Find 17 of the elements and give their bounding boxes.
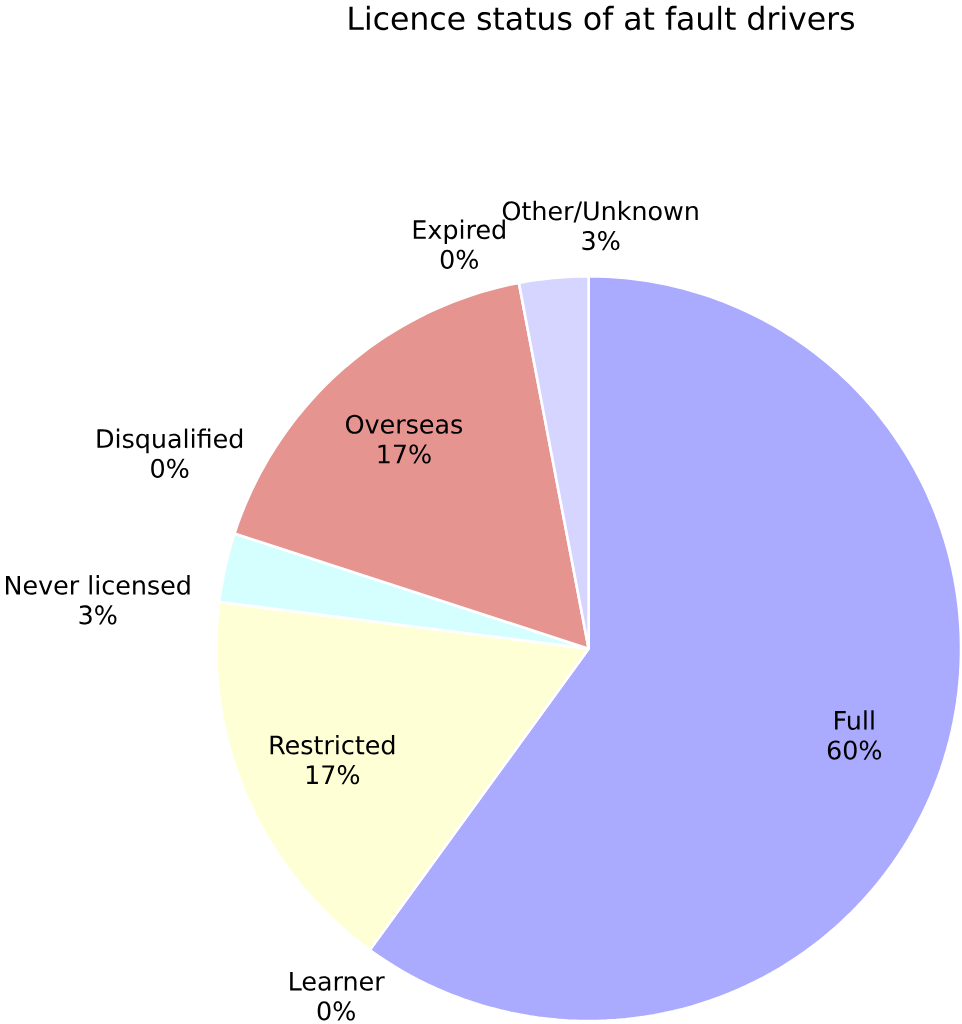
slice-label: Full xyxy=(834,710,874,730)
slice-label: Never licensed xyxy=(5,575,190,595)
data-label: 60% xyxy=(827,740,881,760)
text: 0% xyxy=(440,249,478,269)
category-label: Learner xyxy=(290,971,385,991)
data-label: 17% xyxy=(378,444,431,464)
category-label: Expired xyxy=(413,219,505,245)
chart-title: Licence status of at fault drivers xyxy=(349,5,854,31)
data-label: 3% xyxy=(582,230,620,251)
data-label: 17% xyxy=(306,765,359,785)
text: 0% xyxy=(151,458,189,478)
slice-label: Overseas xyxy=(345,414,462,434)
category-label: Disqualified xyxy=(97,428,242,454)
slice-label: Other/Unknown xyxy=(502,200,698,223)
text: 0% xyxy=(317,1001,355,1021)
data-label: 3% xyxy=(79,605,117,625)
slice-label: Restricted xyxy=(270,734,395,755)
